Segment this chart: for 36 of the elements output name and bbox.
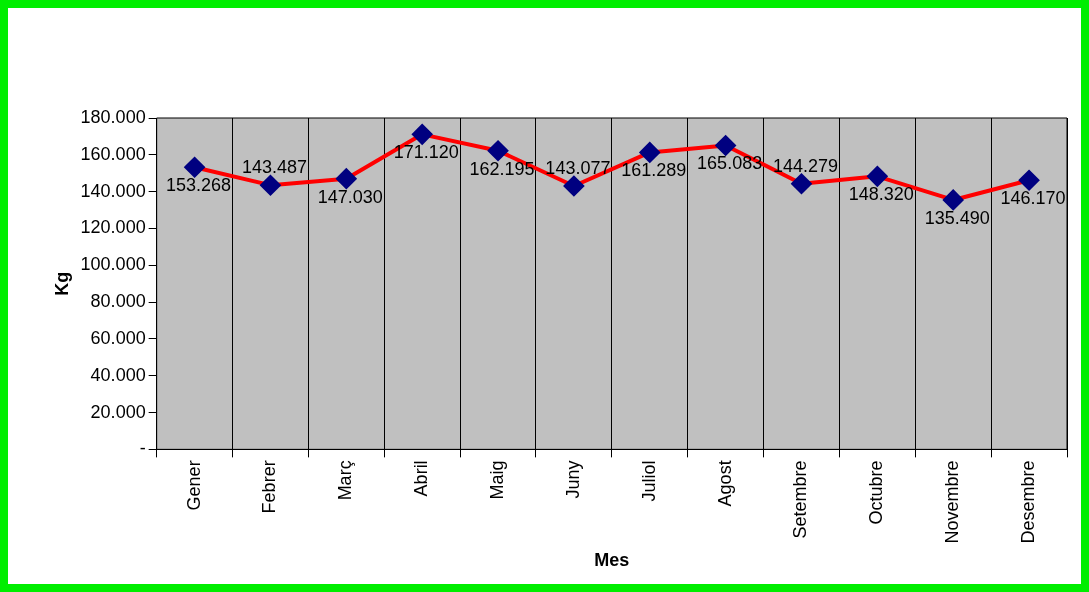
x-tick-label: Desembre bbox=[1018, 460, 1039, 544]
x-tick-label: Març bbox=[335, 460, 356, 501]
x-tick-label: Febrer bbox=[259, 460, 280, 514]
data-label: 162.195 bbox=[469, 158, 535, 179]
x-axis-title: Mes bbox=[594, 550, 630, 571]
data-label: 148.320 bbox=[848, 184, 914, 205]
y-tick-label: - bbox=[139, 438, 146, 459]
x-tick-label: Gener bbox=[183, 460, 204, 511]
y-tick-label: 80.000 bbox=[90, 291, 146, 312]
y-tick-label: 180.000 bbox=[80, 106, 146, 127]
x-tick-label: Juliol bbox=[638, 460, 659, 502]
data-label: 161.289 bbox=[621, 160, 687, 181]
y-tick-label: 160.000 bbox=[80, 143, 146, 164]
y-tick-label: 20.000 bbox=[90, 401, 146, 422]
data-label: 143.077 bbox=[545, 157, 611, 178]
data-label: 171.120 bbox=[393, 142, 459, 163]
data-label: 153.268 bbox=[166, 175, 232, 196]
x-tick-label: Agost bbox=[714, 460, 735, 507]
x-tick-label: Octubre bbox=[866, 460, 887, 525]
x-tick-label: Abril bbox=[411, 460, 432, 497]
x-tick-label: Maig bbox=[487, 460, 508, 500]
y-tick-label: 140.000 bbox=[80, 180, 146, 201]
data-label: 135.490 bbox=[924, 207, 990, 228]
y-axis-title: Kg bbox=[51, 271, 72, 296]
data-label: 146.170 bbox=[1000, 188, 1066, 209]
x-tick-label: Setembre bbox=[790, 460, 811, 539]
data-label: 165.083 bbox=[697, 153, 763, 174]
y-tick-label: 60.000 bbox=[90, 327, 146, 348]
x-tick-label: Novembre bbox=[942, 460, 963, 544]
x-tick-label: Juny bbox=[562, 460, 583, 499]
data-label: 143.487 bbox=[241, 157, 307, 178]
data-label: 144.279 bbox=[772, 155, 839, 176]
data-label: 147.030 bbox=[317, 186, 383, 207]
y-tick-label: 100.000 bbox=[80, 254, 146, 275]
y-tick-label: 40.000 bbox=[90, 364, 146, 385]
y-tick-label: 120.000 bbox=[80, 217, 146, 238]
